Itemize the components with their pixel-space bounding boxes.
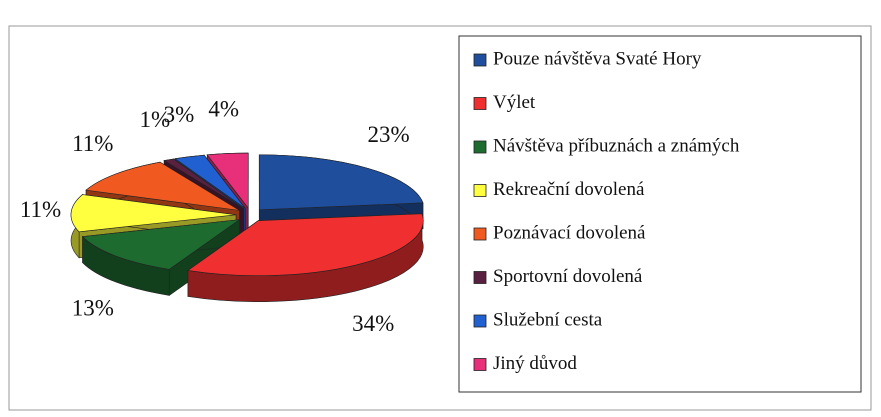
legend-label: Služební cesta — [493, 309, 603, 330]
legend-swatch — [473, 227, 487, 241]
legend-label: Pouze návštěva Svaté Hory — [493, 48, 702, 69]
legend-box — [458, 35, 862, 393]
legend-swatch — [473, 140, 487, 154]
slice — [206, 152, 249, 209]
slice — [81, 219, 241, 270]
slice — [187, 213, 424, 276]
data-label: 1% — [140, 107, 171, 132]
data-label: 4% — [208, 97, 239, 122]
data-label: 13% — [72, 295, 114, 320]
slice — [70, 194, 237, 233]
slice — [85, 161, 240, 211]
slice — [174, 154, 246, 209]
data-label: 34% — [352, 311, 394, 336]
legend-label: Sportovní dovolená — [493, 266, 643, 287]
slice — [258, 154, 424, 211]
legend-label: Rekreační dovolená — [493, 179, 645, 200]
data-label: 23% — [367, 122, 409, 147]
legend-swatch — [473, 271, 487, 284]
legend-swatch — [473, 97, 487, 110]
legend-swatch — [473, 53, 487, 67]
data-label: 3% — [164, 102, 195, 127]
legend-swatch — [473, 358, 487, 371]
legend-label: Výlet — [493, 92, 536, 113]
data-label: 11% — [20, 197, 61, 222]
legend-label: Poznávací dovolená — [493, 222, 646, 243]
legend-swatch — [473, 314, 487, 328]
legend-label: Jiný důvod — [493, 353, 577, 374]
legend-swatch — [473, 184, 487, 197]
slice — [163, 158, 244, 210]
data-label: 11% — [72, 131, 113, 156]
legend-label: Návštěva příbuznách a známých — [493, 135, 740, 156]
